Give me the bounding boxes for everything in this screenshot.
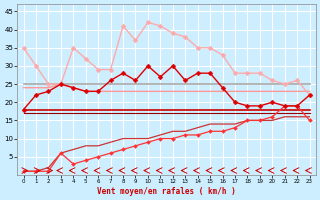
X-axis label: Vent moyen/en rafales ( km/h ): Vent moyen/en rafales ( km/h ) (97, 187, 236, 196)
